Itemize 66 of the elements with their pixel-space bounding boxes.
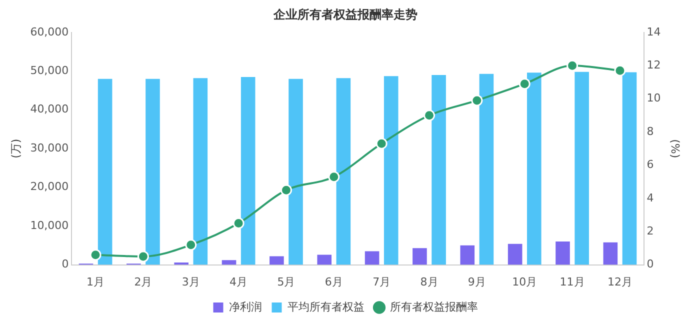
x-tick-label: 2月 — [134, 275, 152, 288]
x-tick-label: 7月 — [372, 275, 391, 288]
x-tick-label: 4月 — [230, 275, 248, 288]
x-tick-label: 10月 — [512, 275, 538, 288]
point — [280, 184, 292, 196]
bar — [336, 78, 351, 265]
bar — [193, 78, 208, 265]
point — [614, 64, 626, 76]
point — [518, 78, 530, 90]
bar — [412, 248, 427, 265]
y-tick-label: 40,000 — [30, 102, 69, 116]
y-tick-label: 60,000 — [30, 25, 69, 38]
point — [90, 249, 102, 261]
y2-tick-label: 12 — [646, 58, 661, 72]
bar — [222, 260, 236, 265]
y2-tick-label: 10 — [646, 92, 661, 105]
bar — [270, 256, 284, 265]
y-tick-label: 30,000 — [30, 141, 69, 154]
bar — [240, 76, 256, 265]
x-tick-label: 12月 — [607, 275, 632, 288]
bar — [98, 78, 112, 265]
bar — [317, 254, 332, 265]
bar — [622, 72, 637, 265]
point — [328, 171, 340, 183]
bar — [432, 75, 446, 265]
y-tick-label: 0 — [62, 258, 69, 271]
point — [185, 239, 197, 251]
legend-label: 平均所有者权益 — [287, 300, 364, 314]
bar — [460, 245, 475, 265]
y2-tick-label: 4 — [646, 191, 654, 204]
y2-tick-label: 8 — [646, 124, 654, 138]
y2-tick-label: 2 — [646, 224, 654, 238]
x-tick-label: 6月 — [324, 275, 343, 288]
bar — [146, 78, 160, 265]
y2-tick-label: 14 — [646, 25, 661, 38]
chart-title: 企业所有者权益报酬率走势 — [272, 7, 418, 22]
point — [566, 60, 578, 72]
bar — [384, 76, 398, 265]
point — [232, 218, 244, 230]
legend-label: 净利润 — [228, 300, 262, 314]
point — [137, 250, 149, 262]
bar — [364, 251, 380, 265]
bar — [526, 72, 542, 265]
point — [471, 94, 483, 106]
bar — [288, 78, 303, 265]
point — [424, 110, 436, 122]
y2-axis-title: (%) — [668, 139, 682, 158]
bar — [603, 242, 618, 265]
x-tick-label: 1月 — [86, 275, 105, 288]
bar — [574, 72, 589, 265]
x-tick-label: 3月 — [182, 275, 200, 288]
legend-label: 所有者权益报酬率 — [390, 300, 478, 314]
x-tick-label: 11月 — [560, 275, 585, 288]
bar — [479, 74, 494, 265]
point — [376, 138, 388, 150]
y-tick-label: 50,000 — [30, 64, 69, 77]
bar — [556, 242, 570, 265]
x-tick-label: 8月 — [420, 275, 438, 288]
bar — [508, 244, 522, 265]
y-tick-label: 20,000 — [30, 180, 69, 194]
y2-tick-label: 6 — [646, 158, 654, 172]
x-tick-label: 9月 — [468, 275, 486, 288]
x-tick-label: 5月 — [277, 275, 296, 288]
y-tick-label: 10,000 — [30, 218, 69, 232]
y2-tick-label: 0 — [646, 258, 654, 271]
y-axis-title: (万) — [9, 138, 22, 158]
